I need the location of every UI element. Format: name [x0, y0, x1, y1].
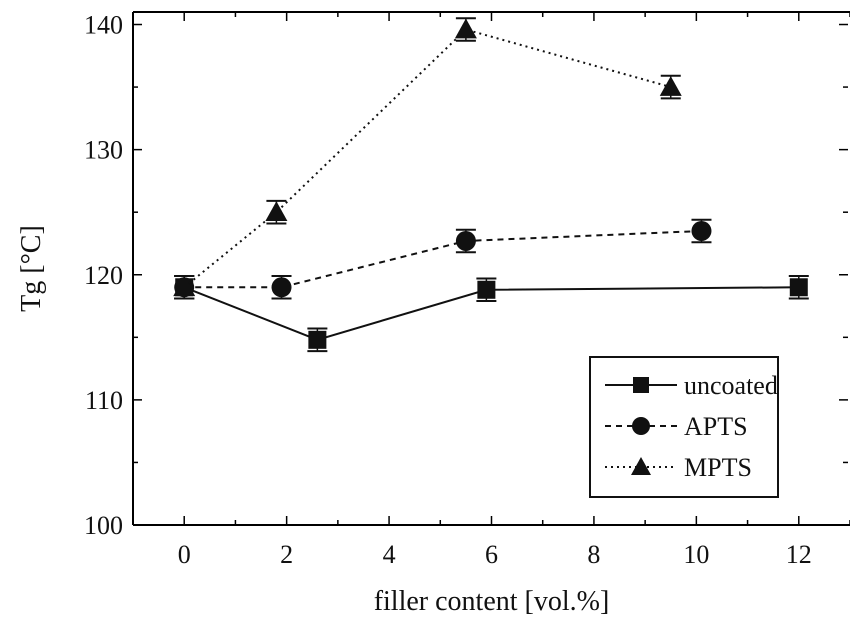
- x-tick-label: 12: [786, 540, 812, 569]
- legend-marker: [633, 377, 649, 393]
- y-tick-label: 110: [85, 386, 123, 415]
- legend-label-apts: APTS: [684, 412, 748, 441]
- x-tick-label: 8: [587, 540, 600, 569]
- legend-item-uncoated: uncoated: [605, 371, 778, 400]
- data-point: [308, 330, 327, 349]
- legend: uncoated APTS MPTS: [589, 356, 779, 498]
- x-tick-label: 6: [485, 540, 498, 569]
- series-uncoated: [174, 275, 809, 353]
- y-tick-label: 140: [84, 11, 123, 40]
- series-line: [183, 28, 672, 289]
- legend-label-uncoated: uncoated: [684, 371, 778, 400]
- legend-label-mpts: MPTS: [684, 453, 752, 482]
- data-point: [789, 278, 808, 297]
- x-tick-label: 0: [178, 540, 191, 569]
- data-point: [477, 280, 496, 299]
- legend-symbol-mpts: [605, 457, 677, 475]
- series-layer: [173, 17, 809, 353]
- data-point: [271, 277, 292, 298]
- data-point: [265, 201, 288, 221]
- legend-symbol-apts: [605, 417, 677, 435]
- y-axis-title: Tg [°C]: [16, 225, 47, 312]
- series-line: [184, 229, 702, 289]
- series-mpts: [173, 17, 682, 300]
- legend-marker: [631, 457, 651, 475]
- x-axis-title: filler content [vol.%]: [374, 586, 610, 617]
- legend-marker: [632, 417, 650, 435]
- legend-item-mpts: MPTS: [605, 453, 752, 482]
- legend-item-apts: APTS: [605, 412, 748, 441]
- x-tick-label: 10: [683, 540, 709, 569]
- x-axis-ticks: 0 2 4 6 8 10 12: [132, 12, 850, 569]
- data-point: [173, 276, 196, 297]
- y-tick-label: 120: [84, 261, 123, 290]
- y-tick-label: 130: [84, 136, 123, 165]
- x-tick-label: 2: [280, 540, 293, 569]
- data-point: [691, 220, 712, 241]
- y-tick-label: 100: [84, 511, 123, 540]
- series-apts: [174, 218, 712, 300]
- data-point: [659, 76, 682, 96]
- data-point: [455, 230, 476, 251]
- x-tick-label: 4: [383, 540, 396, 569]
- series-line: [183, 286, 799, 341]
- data-point: [454, 18, 477, 39]
- legend-symbol-uncoated: [605, 377, 677, 393]
- y-axis-ticks: 100 110 120 130 140: [84, 11, 848, 540]
